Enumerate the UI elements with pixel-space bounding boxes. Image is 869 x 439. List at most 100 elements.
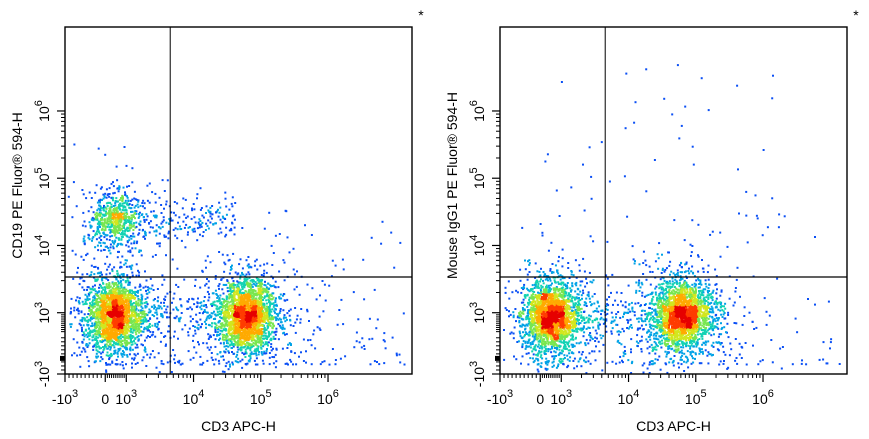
event-dot bbox=[302, 360, 305, 362]
event-dot bbox=[134, 302, 137, 305]
event-dot bbox=[105, 238, 108, 241]
event-dot bbox=[243, 327, 246, 330]
event-dot bbox=[132, 302, 135, 304]
event-dot bbox=[93, 266, 96, 268]
event-dot bbox=[248, 305, 251, 308]
event-dot bbox=[93, 288, 96, 291]
event-dot bbox=[112, 295, 115, 298]
event-dot bbox=[109, 231, 112, 234]
event-dot bbox=[116, 270, 119, 273]
event-dot bbox=[239, 310, 242, 313]
event-dot bbox=[250, 303, 253, 306]
event-dot bbox=[108, 323, 111, 326]
event-dot bbox=[318, 327, 321, 330]
event-dot bbox=[260, 336, 262, 339]
event-dot bbox=[151, 191, 154, 194]
event-dot bbox=[75, 205, 78, 208]
event-dot bbox=[218, 310, 221, 313]
event-dot bbox=[253, 292, 256, 295]
event-dot bbox=[232, 280, 235, 282]
event-dot bbox=[252, 295, 255, 298]
event-dot bbox=[260, 328, 263, 330]
event-dot bbox=[256, 327, 258, 330]
event-dot bbox=[115, 223, 118, 226]
event-dot bbox=[268, 356, 271, 359]
event-dot bbox=[107, 247, 110, 249]
event-dot bbox=[233, 299, 236, 302]
event-dot bbox=[112, 326, 114, 329]
event-dot bbox=[207, 286, 210, 289]
event-dot bbox=[106, 319, 109, 321]
event-dot bbox=[102, 325, 105, 328]
event-dot bbox=[101, 334, 104, 337]
event-dot bbox=[259, 329, 262, 332]
event-dot bbox=[141, 202, 144, 204]
event-dot bbox=[261, 289, 264, 292]
event-dot bbox=[94, 284, 96, 287]
event-dot bbox=[74, 253, 77, 256]
event-dot bbox=[214, 304, 217, 307]
event-dot bbox=[199, 355, 202, 358]
event-dot bbox=[111, 287, 114, 290]
event-dot bbox=[247, 321, 250, 324]
event-dot bbox=[123, 227, 126, 229]
event-dot bbox=[247, 329, 250, 332]
event-dot bbox=[228, 296, 231, 299]
event-dot bbox=[261, 291, 264, 294]
event-dot bbox=[110, 182, 113, 185]
event-dot bbox=[88, 234, 91, 237]
event-dot bbox=[121, 273, 124, 276]
event-dot bbox=[136, 240, 139, 243]
event-dot bbox=[82, 237, 85, 240]
event-dot bbox=[100, 312, 103, 315]
event-dot bbox=[204, 284, 207, 287]
event-dot bbox=[129, 222, 131, 224]
event-dot bbox=[94, 234, 97, 237]
event-dot bbox=[99, 215, 102, 218]
event-dot bbox=[93, 322, 96, 325]
event-dot bbox=[237, 319, 240, 322]
event-dot bbox=[122, 274, 125, 277]
event-dot bbox=[236, 335, 239, 338]
event-dot bbox=[106, 234, 109, 237]
event-dot bbox=[242, 341, 245, 344]
event-dot bbox=[120, 333, 123, 336]
event-dot bbox=[158, 245, 161, 248]
event-dot bbox=[126, 235, 129, 238]
event-dot bbox=[163, 301, 165, 304]
event-dot bbox=[261, 313, 263, 316]
event-dot bbox=[254, 335, 257, 338]
event-dot bbox=[99, 241, 102, 244]
event-dot bbox=[134, 346, 137, 349]
event-dot bbox=[101, 286, 104, 289]
event-dot bbox=[81, 316, 84, 319]
event-dot bbox=[230, 294, 233, 297]
event-dot bbox=[135, 333, 138, 336]
event-dot bbox=[118, 185, 121, 188]
event-dot bbox=[247, 346, 250, 349]
event-dot bbox=[251, 324, 254, 327]
event-dot bbox=[134, 293, 137, 295]
event-dot bbox=[266, 325, 269, 328]
event-dot bbox=[290, 344, 292, 346]
event-dot bbox=[105, 325, 107, 328]
event-dot bbox=[115, 278, 118, 281]
event-dot bbox=[100, 322, 103, 325]
event-dot bbox=[222, 341, 225, 344]
event-dot bbox=[108, 228, 111, 231]
event-dot bbox=[103, 339, 106, 342]
event-dot bbox=[274, 299, 277, 302]
event-dot bbox=[118, 301, 121, 304]
event-dot bbox=[99, 306, 102, 309]
event-dot bbox=[92, 317, 95, 320]
event-dot bbox=[243, 298, 246, 300]
event-dot bbox=[81, 189, 84, 191]
event-dot bbox=[225, 333, 228, 336]
event-dot bbox=[102, 303, 105, 306]
event-dot bbox=[232, 294, 235, 297]
event-dot bbox=[270, 339, 273, 342]
event-dot bbox=[84, 301, 87, 303]
event-dot bbox=[124, 280, 127, 283]
event-dot bbox=[133, 190, 136, 193]
event-dot bbox=[279, 293, 282, 296]
